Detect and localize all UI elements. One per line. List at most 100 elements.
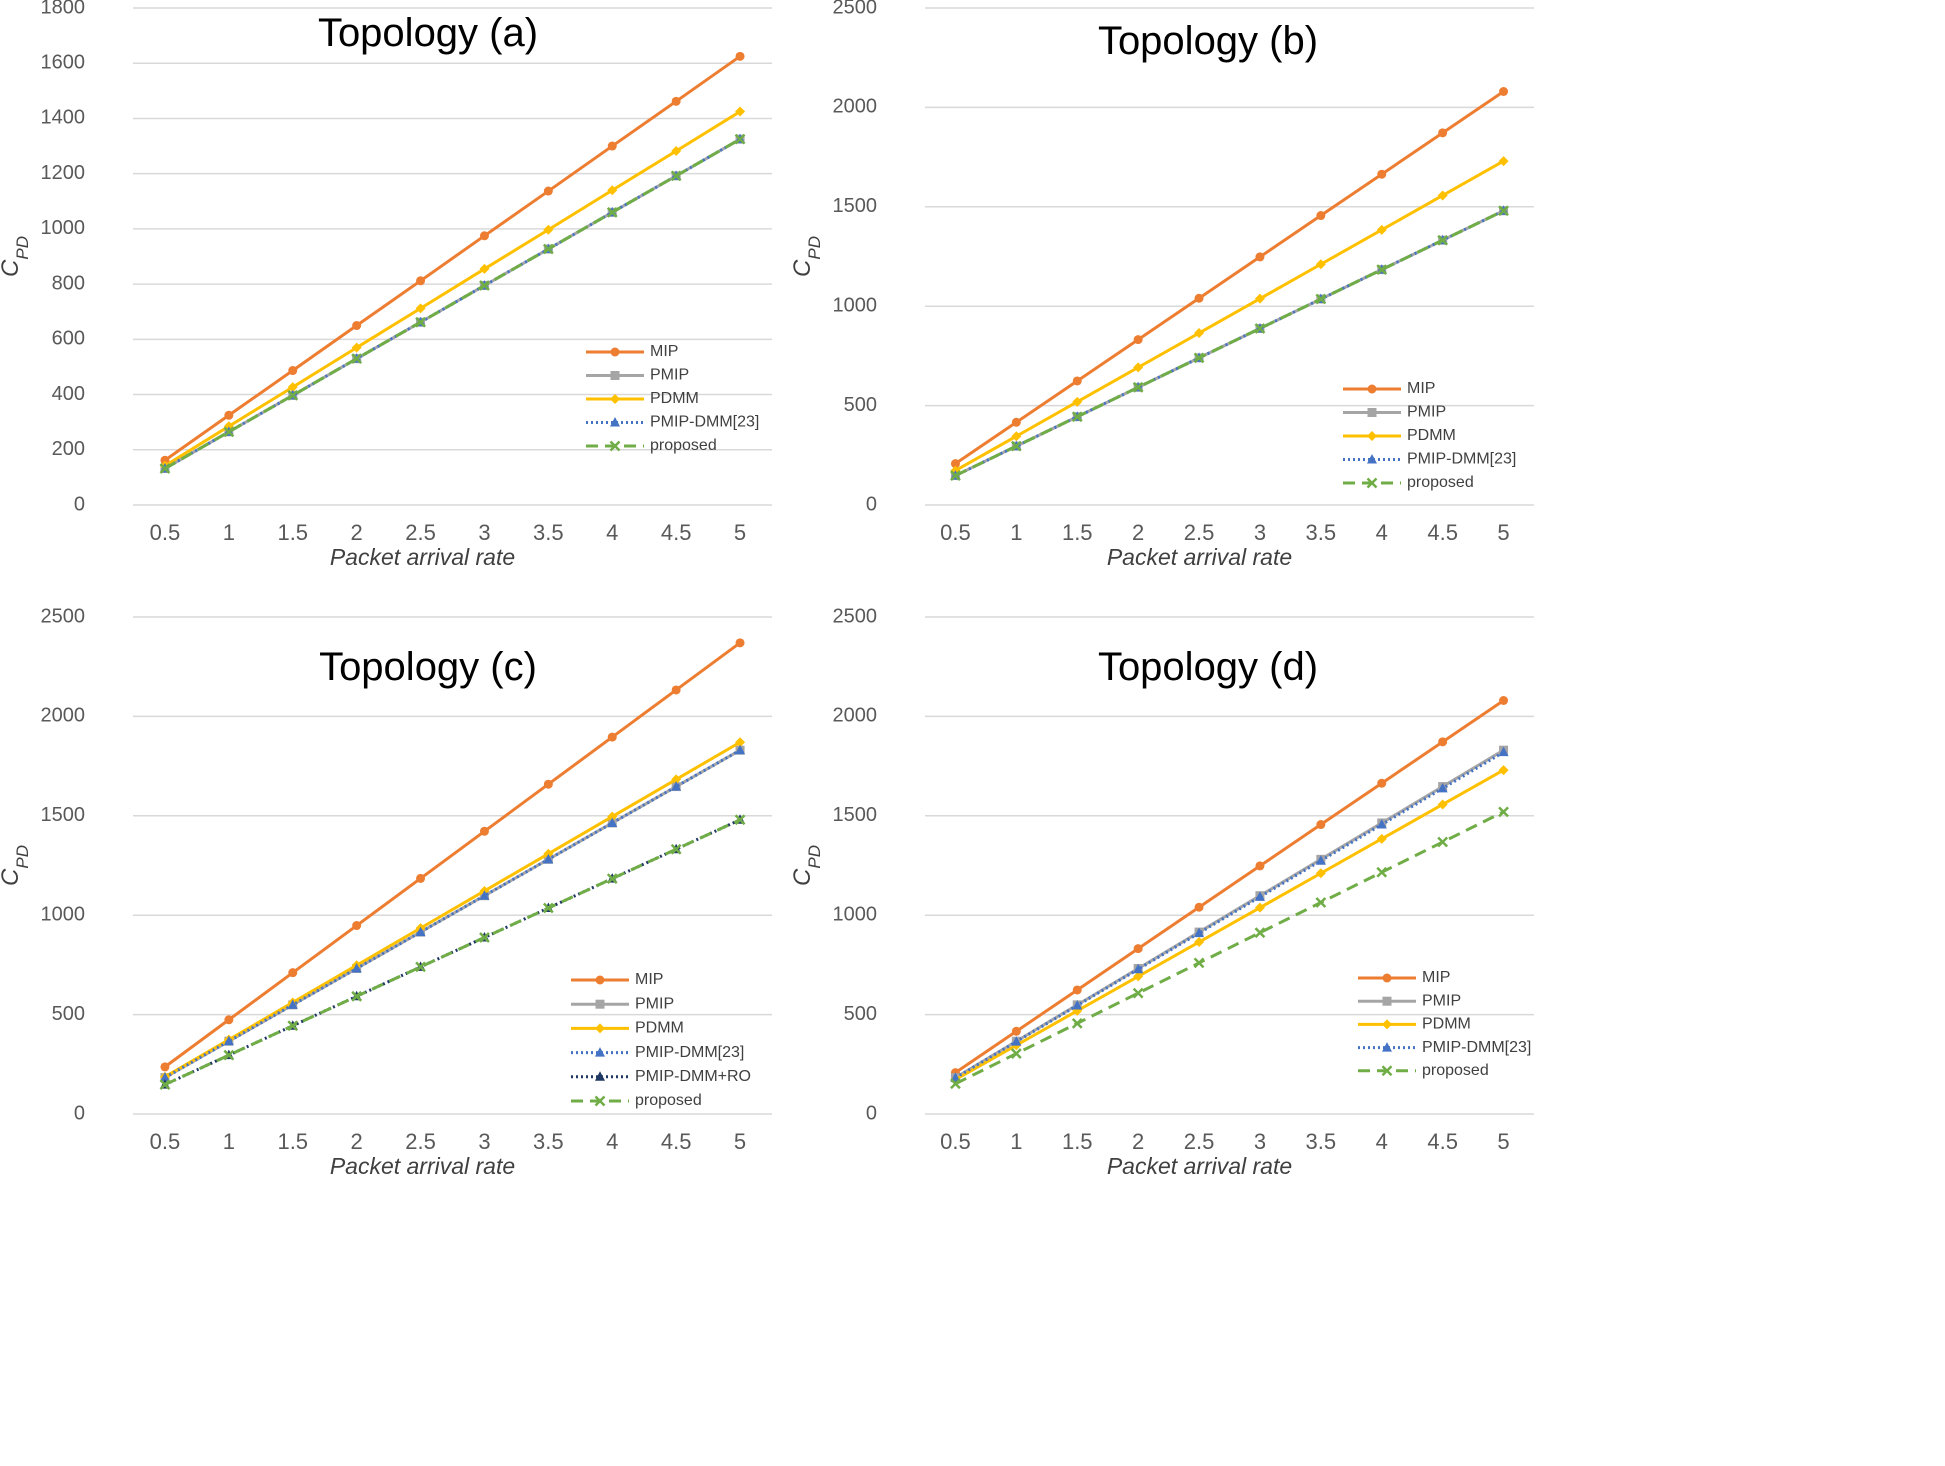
data-point — [223, 426, 235, 438]
data-point — [671, 774, 682, 785]
legend-label: PMIP — [1407, 404, 1446, 421]
y-tick-label: 500 — [844, 1003, 877, 1025]
data-point — [1255, 861, 1265, 871]
data-point — [735, 638, 745, 648]
x-tick-label: 2 — [1132, 520, 1144, 545]
data-point — [1498, 806, 1509, 818]
legend-label: proposed — [635, 1092, 702, 1109]
data-point — [1010, 440, 1022, 452]
data-point — [287, 382, 298, 393]
x-tick-label: 2.5 — [405, 520, 436, 545]
data-point — [1315, 293, 1327, 305]
data-point — [1437, 190, 1448, 201]
data-point — [1499, 86, 1509, 96]
y-tick-label: 0 — [866, 1102, 877, 1124]
y-tick-label: 2500 — [41, 605, 86, 627]
legend: MIP PMIP PDMM PMIP-DMM[23] proposed — [1343, 380, 1516, 491]
data-point — [671, 781, 682, 791]
x-axis-label: Packet arrival rate — [1107, 544, 1292, 570]
legend-label: PMIP-DMM[23] — [1422, 1039, 1531, 1056]
y-tick-label: 1800 — [41, 0, 86, 18]
y-tick-label: 1600 — [41, 52, 86, 74]
series-line — [164, 748, 741, 1079]
data-point — [1376, 866, 1388, 878]
data-point — [1315, 868, 1326, 879]
x-tick-label: 2 — [351, 520, 363, 545]
y-tick-label: 2000 — [833, 705, 878, 727]
data-point — [670, 170, 682, 182]
y-axis-label: CPD — [0, 845, 32, 886]
x-tick-label: 0.5 — [940, 1129, 971, 1154]
y-tick-label: 1500 — [833, 195, 878, 217]
legend-label: PMIP — [635, 995, 674, 1012]
data-point — [224, 410, 234, 420]
data-point — [1132, 381, 1144, 393]
data-point — [734, 814, 746, 826]
data-point — [735, 51, 745, 61]
data-point — [1437, 799, 1448, 810]
data-point — [1437, 234, 1449, 246]
series-proposed — [950, 205, 1509, 481]
series-line — [164, 55, 741, 462]
data-point — [1071, 411, 1083, 423]
x-axis-label: Packet arrival rate — [1107, 1153, 1292, 1179]
data-point — [159, 1079, 171, 1090]
data-point — [1254, 293, 1265, 304]
legend-marker — [1382, 1042, 1392, 1052]
data-point — [415, 303, 426, 314]
y-tick-label: 1200 — [41, 162, 86, 184]
x-tick-label: 1.5 — [277, 520, 308, 545]
data-point — [479, 280, 490, 291]
series-line — [954, 159, 1505, 472]
data-point — [1316, 820, 1326, 830]
data-point — [1194, 293, 1204, 303]
data-point — [543, 224, 554, 235]
data-point — [670, 843, 682, 855]
data-point — [1133, 362, 1144, 373]
legend-marker — [1382, 973, 1392, 983]
y-tick-label: 1500 — [833, 804, 878, 826]
legend-marker — [1367, 408, 1377, 417]
data-point — [479, 932, 490, 943]
data-point — [1072, 999, 1083, 1010]
data-point — [159, 1072, 170, 1082]
legend-label: PDMM — [650, 390, 699, 407]
legend-label: PDMM — [1407, 427, 1456, 444]
data-point — [415, 961, 426, 973]
series-line — [164, 137, 741, 470]
x-tick-label: 4 — [1376, 1129, 1388, 1154]
data-point — [543, 848, 554, 859]
legend-marker — [595, 1071, 605, 1081]
y-tick-label: 1000 — [833, 903, 878, 925]
legend-marker — [595, 975, 605, 985]
y-tick-label: 1000 — [833, 294, 878, 316]
data-point — [1498, 746, 1509, 757]
x-tick-label: 1.5 — [1062, 520, 1093, 545]
x-tick-label: 2.5 — [1184, 520, 1215, 545]
data-point — [950, 470, 961, 481]
chart-title: Topology (b) — [1098, 19, 1318, 63]
data-point — [1376, 224, 1387, 235]
x-tick-label: 2.5 — [405, 1129, 436, 1154]
y-tick-label: 0 — [866, 493, 877, 515]
data-point — [1499, 695, 1509, 705]
data-point — [160, 1062, 170, 1072]
legend: MIP PMIP PDMM PMIP-DMM[23] PMIP-DMM+RO propos… — [571, 971, 751, 1109]
series-line — [954, 209, 1505, 477]
y-axis-label: CPD — [0, 236, 32, 277]
series-mip — [950, 695, 1509, 1078]
legend-label: proposed — [1422, 1062, 1489, 1079]
series-pdmm — [950, 156, 1509, 476]
legend-marker — [610, 347, 620, 357]
y-tick-label: 2000 — [833, 96, 878, 118]
data-point — [1194, 927, 1205, 938]
y-tick-label: 500 — [52, 1003, 85, 1025]
data-point — [1254, 902, 1265, 913]
y-tick-label: 500 — [844, 394, 877, 416]
data-point — [1498, 205, 1509, 217]
series-proposed — [159, 133, 746, 474]
legend-marker — [609, 440, 621, 452]
data-point — [416, 276, 426, 286]
data-point — [351, 990, 363, 1002]
data-point — [1498, 765, 1509, 776]
